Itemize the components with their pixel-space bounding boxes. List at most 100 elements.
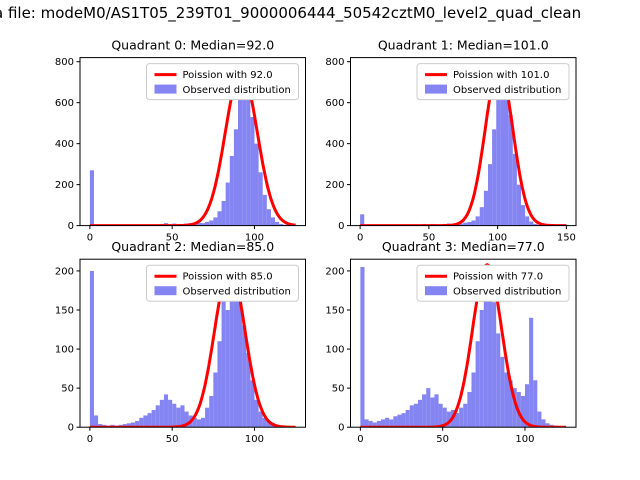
histogram-bar: [467, 392, 472, 428]
y-tick-label: 800: [55, 57, 74, 68]
histogram-bar: [492, 129, 497, 226]
subplot-title: Quadrant 1: Median=101.0: [378, 38, 549, 53]
y-tick-label: 200: [55, 180, 74, 191]
histogram-bar: [463, 222, 468, 226]
histogram-bar: [98, 424, 103, 428]
histogram-bar: [250, 117, 255, 226]
histogram-bar: [221, 201, 226, 226]
histogram-bar: [225, 182, 230, 226]
legend-label-curve: Poission with 77.0: [453, 272, 543, 283]
legend-box: [146, 264, 299, 302]
histogram-bar: [200, 417, 206, 428]
x-tick-label: 50: [423, 233, 436, 244]
legend-bar-sample: [425, 84, 447, 94]
y-tick-label: 0: [68, 221, 74, 232]
histogram-bar: [475, 216, 480, 226]
histogram-bar: [479, 207, 484, 226]
histogram-bar: [401, 413, 406, 428]
subplot-quadrant-3: 0 50 100 150 200 0 50 100 Quadrant 3: Median=77.…: [325, 239, 577, 445]
histogram-bar: [487, 282, 493, 428]
axes-spines: [79, 57, 306, 227]
legend-label-curve: Poission with 85.0: [183, 272, 273, 283]
y-tick-label: 50: [332, 384, 345, 395]
histogram-bar: [533, 223, 538, 226]
histogram-bar: [209, 395, 214, 428]
histogram-bar: [512, 153, 517, 226]
histogram-bar: [459, 407, 464, 428]
legend-label-observed: Observed distribution: [183, 287, 291, 298]
legend-box: [146, 63, 299, 101]
histogram-bar: [196, 419, 201, 428]
histogram-bar: [397, 414, 402, 428]
histogram-bar: [159, 399, 164, 428]
histogram-bar: [122, 424, 127, 428]
x-tick-label: 0: [87, 233, 93, 244]
histogram-bar: [508, 114, 513, 226]
y-tick-label: 100: [55, 345, 74, 356]
histogram-bar: [233, 290, 239, 428]
histogram-bar: [385, 417, 390, 428]
histogram-bar: [205, 221, 210, 226]
x-axis-ticks: 0 50 100: [357, 427, 535, 445]
histogram-bar: [229, 270, 234, 428]
histogram-bar: [389, 419, 394, 428]
x-tick-label: 0: [87, 434, 93, 445]
histogram-bar: [93, 415, 99, 428]
histogram-bar: [471, 220, 476, 226]
histogram-bars: [89, 72, 292, 226]
y-tick-label: 800: [325, 57, 344, 68]
histogram-bar: [360, 267, 365, 428]
histogram-bars: [89, 270, 288, 428]
histogram-bar: [422, 394, 427, 428]
histogram-bar: [393, 416, 398, 428]
histogram-bar: [455, 413, 460, 428]
histogram-bar: [266, 420, 271, 428]
histogram-bar: [434, 394, 439, 428]
y-tick-label: 0: [338, 423, 344, 434]
histogram-bar: [488, 164, 493, 226]
histogram-bar: [225, 309, 230, 428]
histogram-bar: [229, 155, 234, 226]
histogram-bar: [266, 209, 271, 226]
histogram-bar: [438, 403, 443, 428]
y-axis-ticks: 0 50 100 150 200: [325, 266, 351, 434]
histogram-bar: [524, 384, 530, 428]
histogram-bar: [205, 407, 210, 428]
y-tick-label: 0: [68, 423, 74, 434]
histogram-bar: [139, 417, 144, 428]
legend: Poission with 101.0 Observed distribution: [416, 63, 570, 101]
legend-label-observed: Observed distribution: [453, 85, 561, 96]
histogram-bar: [376, 420, 381, 428]
x-tick-label: 50: [166, 434, 179, 445]
y-tick-label: 100: [325, 345, 344, 356]
histogram-bar: [180, 405, 185, 428]
histogram-bar: [200, 223, 206, 226]
histogram-bar: [537, 411, 542, 428]
axes-spines: [350, 57, 577, 227]
histogram-bar: [496, 333, 501, 428]
histogram-bar: [131, 422, 136, 428]
histogram-bar: [446, 411, 451, 428]
histogram-bar: [442, 407, 447, 428]
histogram-bar: [479, 309, 484, 428]
x-tick-label: 100: [488, 233, 507, 244]
histogram-bar: [500, 66, 505, 226]
histogram-bar: [521, 205, 526, 226]
poisson-curve: [360, 64, 567, 226]
histogram-bar: [364, 419, 369, 428]
histogram-bar: [242, 325, 247, 428]
histogram-bar: [168, 399, 173, 428]
histogram-bar: [258, 411, 263, 428]
legend-bar-sample: [425, 286, 447, 296]
y-tick-label: 150: [325, 305, 344, 316]
histogram-bar: [275, 221, 280, 226]
axes-spines: [350, 258, 577, 428]
legend-box: [416, 264, 570, 302]
x-axis-ticks: 0 50 100: [87, 225, 264, 244]
histogram-bar: [270, 217, 276, 226]
x-tick-label: 100: [245, 434, 264, 445]
histogram-bar: [221, 282, 226, 428]
x-tick-label: 0: [357, 233, 363, 244]
legend-label-curve: Poission with 92.0: [183, 70, 273, 81]
